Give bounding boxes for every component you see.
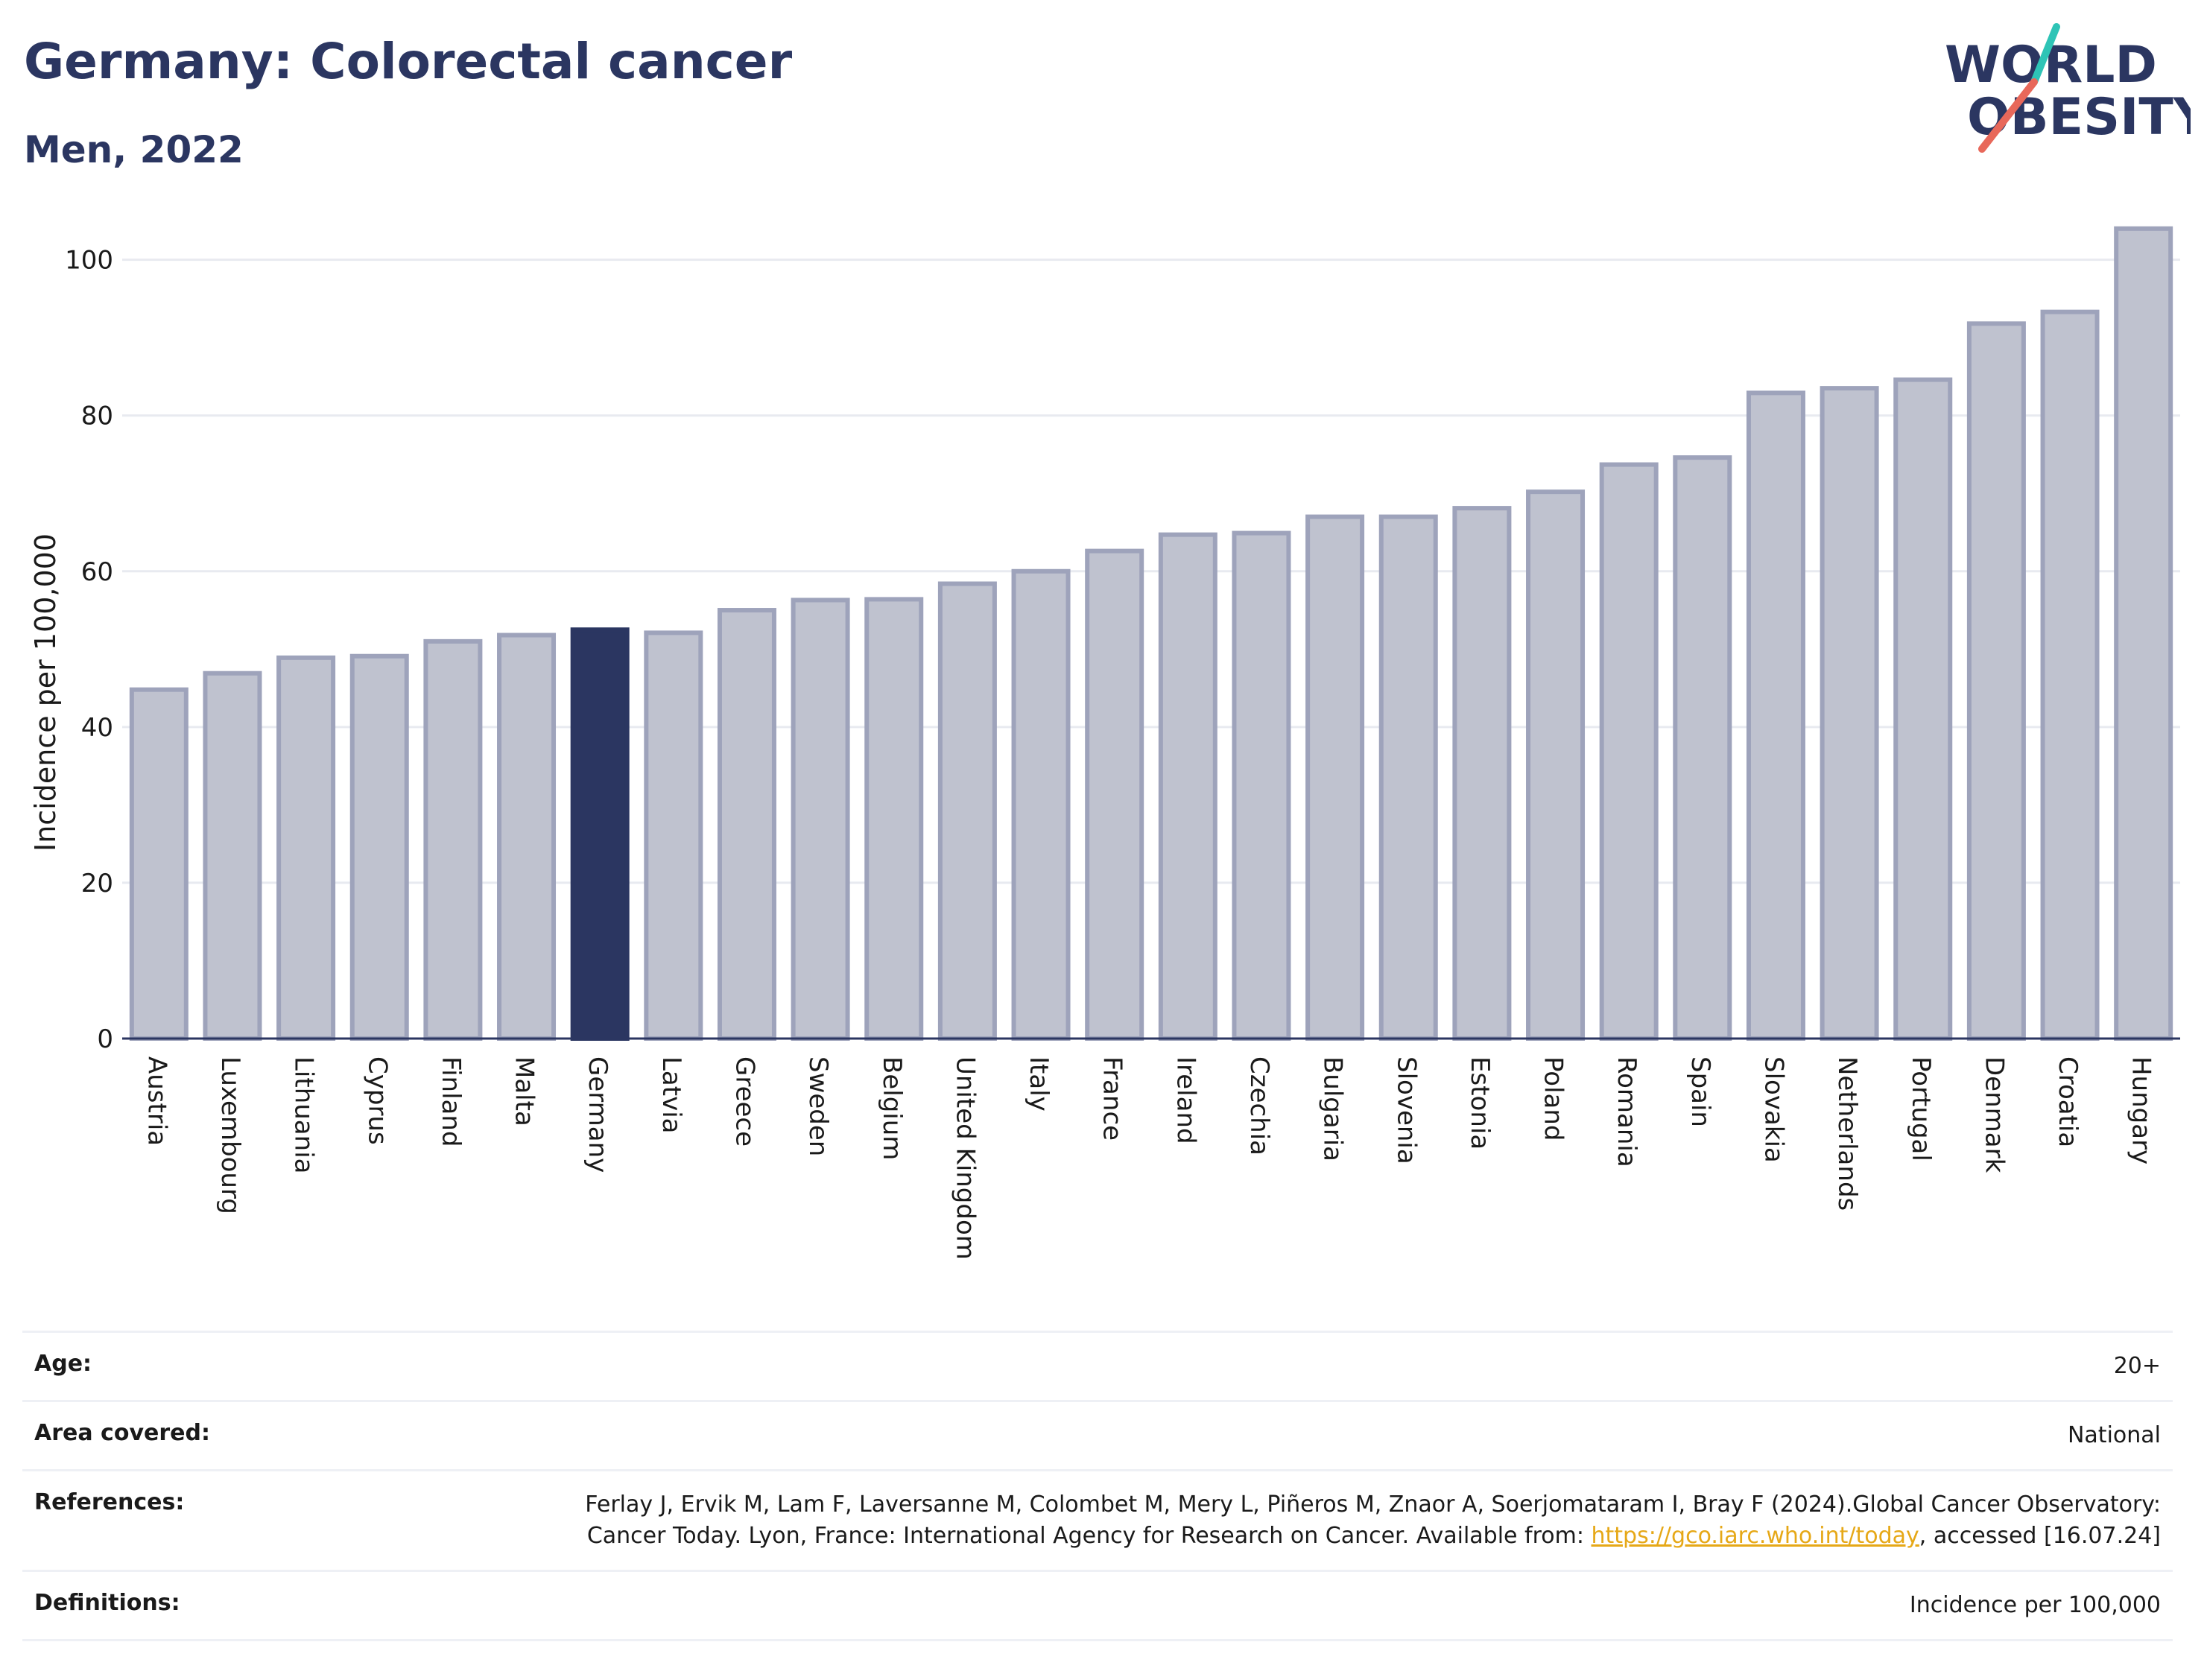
bar-slovenia <box>1378 514 1438 1041</box>
chart-subtitle: Men, 2022 <box>24 128 244 171</box>
world-obesity-logo: WORLD OBESITY <box>1945 23 2191 153</box>
bar-greece <box>717 608 776 1041</box>
references-link[interactable]: https://gco.iarc.who.int/today <box>1591 1523 1919 1549</box>
logo-slash-coral <box>1978 78 2038 153</box>
chart-title: Germany: Colorectal cancer <box>24 33 793 90</box>
references-label: References: <box>34 1489 185 1515</box>
x-tick-label: Finland <box>436 1056 466 1147</box>
bar-malta <box>497 633 557 1041</box>
y-axis-title: Incidence per 100,000 <box>29 533 62 852</box>
bar-united-kingdom <box>937 581 997 1041</box>
y-tick-label: 0 <box>97 1024 113 1054</box>
x-tick-label: United Kingdom <box>950 1056 980 1260</box>
info-row-references: References: Ferlay J, Ervik M, Lam F, La… <box>22 1469 2173 1570</box>
bar-cyprus <box>349 653 409 1041</box>
x-tick-label: Italy <box>1024 1056 1054 1112</box>
x-tick-label: Spain <box>1685 1056 1715 1127</box>
area-label: Area covered: <box>34 1420 210 1446</box>
x-tick-label: Croatia <box>2053 1056 2083 1147</box>
bar-chart: 0 20 40 60 80 100 Austria Luxembourg Lithuania C… <box>29 226 2180 1260</box>
x-tick-label: Ireland <box>1171 1056 1200 1144</box>
bar-romania <box>1599 462 1659 1041</box>
bar-germany <box>570 627 630 1041</box>
x-tick-label: Latvia <box>656 1056 686 1134</box>
references-value: Ferlay J, Ervik M, Lam F, Laversanne M, … <box>522 1489 2161 1552</box>
y-tick-label: 40 <box>81 713 113 743</box>
bar-netherlands <box>1820 386 1879 1041</box>
x-tick-label: Portugal <box>1906 1056 1936 1161</box>
x-tick-label: Slovenia <box>1391 1056 1421 1164</box>
x-tick-label: Lithuania <box>289 1056 319 1173</box>
bar-poland <box>1526 489 1586 1041</box>
y-tick-label: 80 <box>81 402 113 431</box>
x-tick-label: Sweden <box>803 1056 833 1156</box>
references-suffix: , accessed [16.07.24] <box>1919 1523 2161 1549</box>
area-value: National <box>2067 1422 2161 1448</box>
bar-estonia <box>1452 506 1512 1041</box>
age-label: Age: <box>34 1351 92 1377</box>
definitions-value: Incidence per 100,000 <box>1909 1592 2161 1618</box>
references-text: Ferlay J, Ervik M, Lam F, Laversanne M, … <box>585 1492 2161 1549</box>
y-tick-label: 100 <box>65 246 113 276</box>
info-row-definitions: Definitions: Incidence per 100,000 <box>22 1570 2173 1641</box>
x-tick-label: France <box>1098 1056 1127 1141</box>
y-tick-label: 20 <box>81 869 113 898</box>
x-tick-label: Hungary <box>2127 1056 2156 1164</box>
x-tick-label: Luxembourg <box>215 1056 245 1214</box>
x-tick-label: Poland <box>1539 1056 1568 1141</box>
age-value: 20+ <box>2113 1353 2161 1379</box>
info-row-age: Age: 20+ <box>22 1331 2173 1400</box>
info-table: Age: 20+ Area covered: National Referenc… <box>22 1331 2173 1641</box>
x-tick-label: Estonia <box>1465 1056 1495 1150</box>
bar-hungary <box>2114 226 2173 1041</box>
x-tick-label: Czechia <box>1244 1056 1274 1156</box>
bar-sweden <box>791 597 850 1041</box>
x-tick-label: Romania <box>1612 1056 1641 1167</box>
x-tick-label: Slovakia <box>1758 1056 1788 1163</box>
info-row-area: Area covered: National <box>22 1400 2173 1469</box>
x-tick-label: Cyprus <box>362 1056 392 1145</box>
x-tick-label: Austria <box>142 1056 171 1146</box>
bars <box>129 226 2173 1042</box>
bar-finland <box>423 638 483 1041</box>
y-tick-label: 60 <box>81 557 113 587</box>
y-axis-ticks: 0 20 40 60 80 100 <box>65 246 113 1054</box>
bar-ireland <box>1158 532 1217 1041</box>
x-tick-label: Greece <box>729 1056 759 1147</box>
bar-belgium <box>864 597 924 1041</box>
bar-denmark <box>1966 321 2026 1042</box>
x-tick-label: Denmark <box>1979 1056 2009 1173</box>
bar-portugal <box>1893 377 1953 1042</box>
x-tick-label: Netherlands <box>1832 1056 1862 1211</box>
bar-france <box>1085 548 1144 1041</box>
logo-slash-teal <box>2030 23 2060 86</box>
bar-italy <box>1011 568 1071 1041</box>
x-tick-label: Bulgaria <box>1318 1056 1348 1161</box>
bar-croatia <box>2040 309 2100 1041</box>
bar-luxembourg <box>203 671 262 1042</box>
bar-latvia <box>644 630 703 1041</box>
bar-spain <box>1673 455 1732 1041</box>
x-tick-label: Germany <box>583 1056 612 1173</box>
bar-bulgaria <box>1305 514 1365 1041</box>
bar-czechia <box>1232 530 1291 1041</box>
definitions-label: Definitions: <box>34 1590 180 1616</box>
bar-slovakia <box>1746 390 1805 1041</box>
bar-lithuania <box>276 655 336 1041</box>
x-axis-ticks: Austria Luxembourg Lithuania Cyprus Finland M… <box>142 1056 2156 1260</box>
x-tick-label: Malta <box>510 1056 539 1126</box>
bar-austria <box>129 687 189 1041</box>
x-tick-label: Belgium <box>877 1056 907 1160</box>
